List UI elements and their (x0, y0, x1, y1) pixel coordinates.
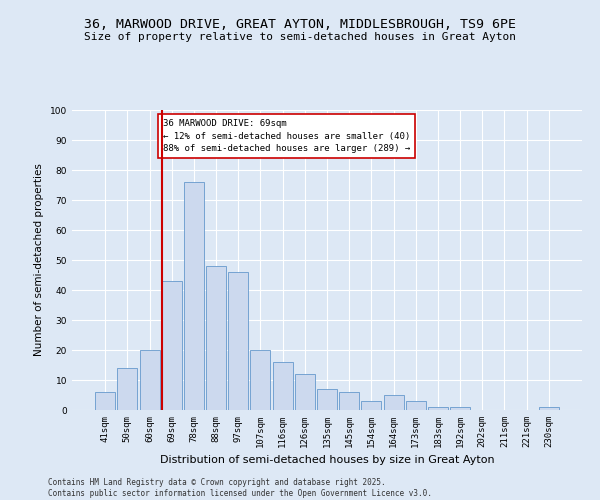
Bar (539, 407, 559, 410)
Text: Contains HM Land Registry data © Crown copyright and database right 2025.
Contai: Contains HM Land Registry data © Crown c… (48, 478, 432, 498)
Bar (95, 392, 115, 410)
Bar (450, 407, 470, 410)
Bar (272, 362, 293, 410)
Bar (339, 392, 359, 410)
Y-axis label: Number of semi-detached properties: Number of semi-detached properties (34, 164, 44, 356)
Text: 36 MARWOOD DRIVE: 69sqm
← 12% of semi-detached houses are smaller (40)
88% of se: 36 MARWOOD DRIVE: 69sqm ← 12% of semi-de… (163, 119, 410, 153)
Bar (317, 389, 337, 410)
Bar (428, 407, 448, 410)
Bar (206, 266, 226, 410)
Bar (228, 272, 248, 410)
Bar (406, 401, 426, 410)
Bar (250, 350, 271, 410)
X-axis label: Distribution of semi-detached houses by size in Great Ayton: Distribution of semi-detached houses by … (160, 456, 494, 466)
Bar (295, 374, 315, 410)
Text: 36, MARWOOD DRIVE, GREAT AYTON, MIDDLESBROUGH, TS9 6PE: 36, MARWOOD DRIVE, GREAT AYTON, MIDDLESB… (84, 18, 516, 30)
Bar (361, 401, 382, 410)
Bar (184, 182, 204, 410)
Bar (162, 281, 182, 410)
Bar (140, 350, 160, 410)
Text: Size of property relative to semi-detached houses in Great Ayton: Size of property relative to semi-detach… (84, 32, 516, 42)
Bar (383, 395, 404, 410)
Bar (118, 368, 137, 410)
